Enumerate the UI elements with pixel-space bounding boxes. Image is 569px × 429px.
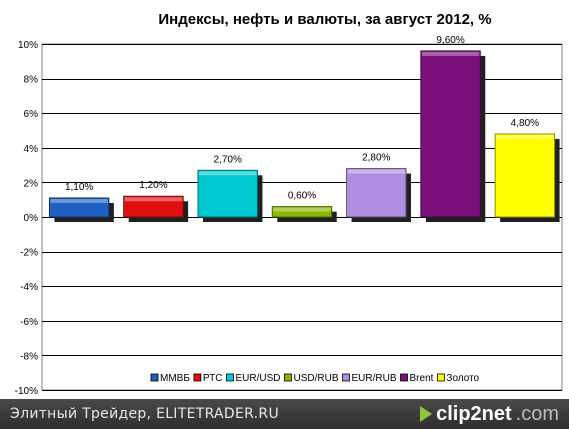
y-tick-label: 6%: [24, 109, 39, 120]
bar: [123, 195, 184, 218]
y-tick-label: -6%: [20, 317, 38, 328]
footer-logo-domain: .com: [515, 402, 559, 425]
footer-bar: Элитный Трейдер, ELITETRADER.RU clip2net…: [0, 399, 569, 429]
legend-swatch: [437, 373, 445, 382]
clip2net-logo: clip2net .com: [420, 403, 559, 426]
legend-entry: Brent: [410, 373, 434, 384]
bar: [494, 133, 556, 218]
y-tick-label: 8%: [24, 75, 39, 86]
chart-title: Индексы, нефть и валюты, за август 2012,…: [158, 11, 491, 28]
bar-highlight: [496, 134, 554, 139]
footer-logo-text: clip2net: [436, 402, 512, 425]
y-tick-label: 4%: [24, 144, 39, 155]
y-tick-label: -4%: [20, 282, 38, 293]
legend-entry: USD/RUB: [293, 373, 338, 384]
bar-chart: Индексы, нефть и валюты, за август 2012,…: [15, 11, 563, 397]
legend-swatch: [226, 373, 234, 382]
legend-swatch: [150, 373, 159, 382]
footer-credit: Элитный Трейдер, ELITETRADER.RU: [10, 406, 280, 422]
y-tick-label: 10%: [18, 40, 38, 51]
legend-swatch: [284, 373, 292, 382]
legend-entry: РТС: [203, 373, 223, 384]
bar: [197, 169, 258, 218]
bar: [271, 206, 333, 218]
data-label: 0,60%: [288, 191, 316, 202]
bar-highlight: [50, 198, 108, 203]
bar-highlight: [273, 207, 331, 212]
bar-highlight: [347, 169, 405, 174]
data-label: 2,70%: [214, 154, 242, 165]
data-label: 9,60%: [436, 35, 464, 46]
legend-swatch: [193, 373, 202, 382]
y-tick-label: -8%: [20, 351, 38, 362]
bar-highlight: [199, 171, 257, 176]
data-label: 4,80%: [511, 118, 539, 129]
legend-entry: EUR/RUB: [352, 373, 397, 384]
y-tick-label: 0%: [24, 213, 39, 224]
y-tick-label: 2%: [24, 178, 39, 189]
y-tick-label: -2%: [20, 248, 38, 259]
data-label: 1,20%: [139, 180, 167, 191]
bar: [48, 197, 110, 218]
bar: [420, 50, 481, 218]
data-label: 1,10%: [65, 182, 93, 193]
data-label: 2,80%: [362, 153, 390, 164]
legend-swatch: [342, 373, 350, 382]
legend-entry: Золото: [446, 373, 479, 384]
bar-highlight: [124, 197, 183, 202]
play-arrow-icon: [420, 406, 433, 422]
legend-entry: ММВБ: [160, 373, 190, 384]
legend-swatch: [400, 373, 408, 382]
legend-entry: EUR/USD: [235, 373, 280, 384]
bar: [346, 168, 407, 218]
bar-highlight: [421, 51, 480, 56]
y-tick-label: -10%: [15, 386, 38, 397]
